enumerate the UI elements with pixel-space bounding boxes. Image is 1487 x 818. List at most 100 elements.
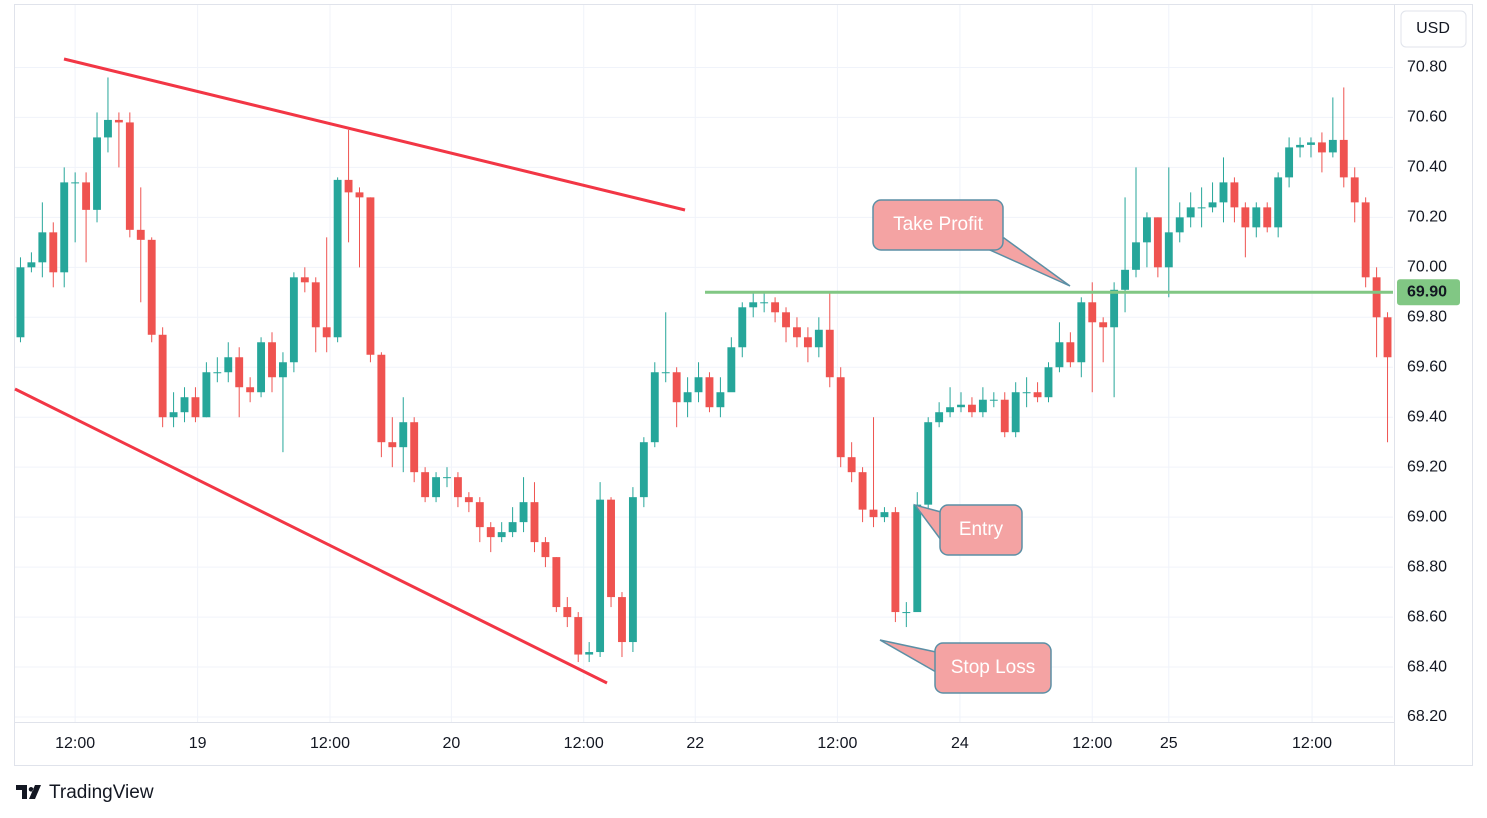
- candle-body: [399, 422, 408, 448]
- trend-line: [14, 387, 608, 685]
- candle-body: [530, 502, 539, 543]
- candle-body: [333, 179, 342, 338]
- candle-body: [1121, 269, 1129, 290]
- callout: Entry: [913, 503, 1023, 556]
- candle-body: [443, 477, 451, 479]
- candle-body: [1328, 139, 1337, 153]
- candle-body: [125, 122, 134, 230]
- candle-body: [880, 512, 889, 518]
- candle-body: [355, 192, 364, 198]
- candle-body: [1011, 392, 1020, 433]
- candle-body: [180, 397, 189, 413]
- candle-body: [694, 377, 703, 393]
- x-tick-label: 12:00: [817, 735, 857, 752]
- candle-body: [257, 342, 266, 393]
- x-tick-label: 12:00: [310, 735, 350, 752]
- candle-body: [1153, 217, 1162, 268]
- y-tick-label: 70.80: [1407, 59, 1447, 76]
- candle-body: [300, 277, 309, 283]
- candle-body: [924, 422, 933, 505]
- candle-body: [421, 472, 430, 498]
- candle-body: [891, 512, 900, 613]
- candle-body: [377, 354, 386, 443]
- candle-body: [366, 197, 375, 355]
- candle-body: [607, 499, 615, 598]
- candle-body: [104, 119, 112, 138]
- candle-body: [60, 182, 69, 273]
- candle-body: [946, 407, 955, 413]
- candle-body: [574, 617, 583, 655]
- candle-body: [344, 179, 353, 193]
- candle-body: [935, 412, 944, 423]
- candles: [16, 77, 1392, 663]
- candle-body: [1044, 367, 1053, 398]
- candle-body: [989, 399, 998, 401]
- candle-body: [672, 372, 681, 403]
- candle-body: [552, 557, 561, 608]
- candle-body: [1372, 277, 1381, 318]
- candle-body: [978, 399, 987, 413]
- candle-body: [224, 357, 233, 373]
- x-tick-label: 12:00: [55, 735, 95, 752]
- candle-body: [27, 262, 36, 268]
- candle-body: [836, 377, 845, 458]
- candle-body: [1055, 342, 1064, 368]
- candle-body: [136, 229, 145, 240]
- candle-body: [727, 347, 736, 393]
- candle-body: [1361, 202, 1370, 278]
- candle-body: [1296, 144, 1304, 148]
- candle-body: [1241, 207, 1250, 228]
- y-tick-label: 69.20: [1407, 458, 1447, 475]
- candle-body: [453, 477, 462, 498]
- candle-body: [1088, 302, 1097, 323]
- candle-body: [1350, 177, 1359, 203]
- candle-body: [782, 312, 790, 328]
- candle-body: [202, 372, 211, 418]
- candle-body: [1142, 217, 1151, 243]
- y-tick-label: 69.00: [1407, 508, 1447, 525]
- y-tick-label: 70.20: [1407, 209, 1447, 226]
- y-tick-label: 68.40: [1407, 658, 1447, 675]
- candle-body: [1230, 182, 1239, 208]
- candle-body: [902, 612, 911, 614]
- candle-body: [1110, 289, 1119, 328]
- candle-body: [968, 404, 976, 413]
- grid: [15, 5, 1393, 722]
- candle-body: [1317, 142, 1326, 153]
- candle-body: [1066, 342, 1075, 363]
- candle-body: [432, 477, 440, 498]
- candle-body: [1022, 392, 1031, 394]
- y-tick-label: 69.60: [1407, 358, 1447, 375]
- candle-body: [82, 182, 91, 210]
- candle-body: [191, 397, 200, 418]
- candle-body: [1274, 177, 1283, 228]
- candle-body: [1285, 147, 1294, 178]
- candle-body: [847, 457, 856, 473]
- candle-body: [858, 472, 867, 510]
- price-label-box: [1397, 279, 1460, 306]
- candle-body: [957, 404, 965, 408]
- candle-body: [1132, 242, 1140, 270]
- candle-body: [213, 372, 222, 374]
- x-tick-label: 25: [1160, 735, 1178, 752]
- candle-body: [147, 239, 156, 335]
- candle-body: [1383, 317, 1392, 358]
- y-tick-label: 70.00: [1407, 259, 1447, 276]
- candle-body: [705, 377, 714, 408]
- x-tick-label: 12:00: [1072, 735, 1112, 752]
- candle-body: [1197, 207, 1206, 209]
- candle-body: [913, 504, 922, 613]
- candle-body: [541, 542, 550, 558]
- candle-body: [311, 282, 320, 328]
- candle-body: [1252, 207, 1261, 228]
- candle-body: [771, 302, 780, 313]
- currency-box[interactable]: [1400, 10, 1467, 48]
- x-tick-label: 12:00: [564, 735, 604, 752]
- candle-body: [71, 182, 80, 184]
- candle-body: [793, 327, 801, 338]
- overlay: 69.90: [705, 279, 1460, 306]
- y-tick-label: 68.20: [1407, 708, 1447, 725]
- candle-body: [1099, 322, 1108, 328]
